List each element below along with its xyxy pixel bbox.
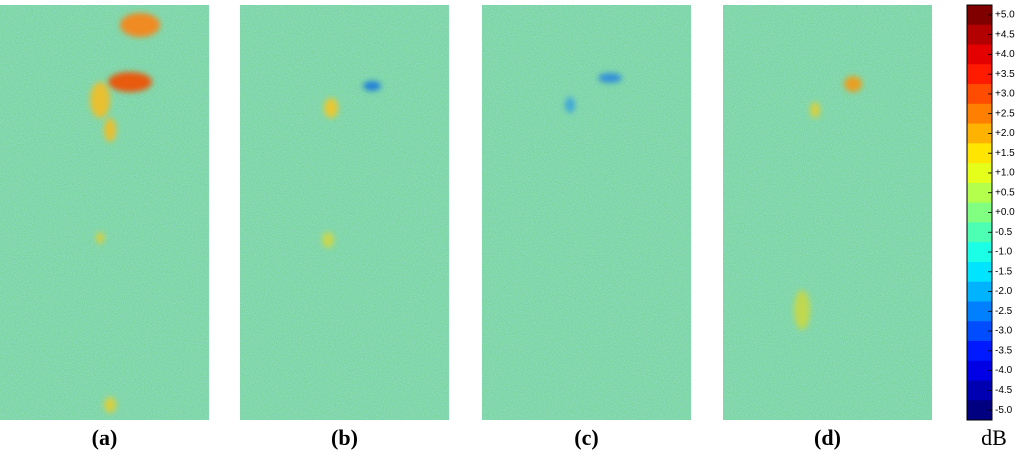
- panels: [0, 5, 932, 420]
- colorbar-segment: [967, 380, 992, 401]
- colorbar-segment: [967, 24, 992, 46]
- panel-texture: [0, 5, 209, 420]
- hotspots: [90, 13, 862, 413]
- panel-texture: [723, 5, 932, 420]
- colorbar-segment: [967, 84, 992, 105]
- colorbar-frame: [966, 4, 993, 421]
- colorbar-label: -3.0: [995, 326, 1013, 337]
- colorbar-segment: [967, 44, 992, 65]
- colorbar-segment: [967, 242, 992, 263]
- panel-label: (d): [814, 425, 841, 450]
- colorbar-label: -4.5: [995, 385, 1013, 396]
- colorbar-segment: [967, 123, 992, 144]
- colorbar-segment: [967, 301, 992, 322]
- panel-label: (b): [331, 425, 358, 450]
- colorbar-segment: [967, 182, 992, 204]
- colorbar-label: -3.5: [995, 345, 1013, 356]
- colorbar-segment: [967, 400, 992, 421]
- colorbar-label: -5.0: [995, 405, 1013, 416]
- panel-texture: [482, 5, 691, 420]
- colorbar-segment: [967, 360, 992, 381]
- colorbar-label: +0.5: [995, 187, 1015, 198]
- panel-texture: [240, 5, 449, 420]
- panel-label: (c): [574, 425, 598, 450]
- colorbar-segment: [967, 103, 992, 125]
- colorbar-segment: [967, 64, 992, 85]
- colorbar-label: +3.5: [995, 69, 1015, 80]
- colorbar-label: -2.5: [995, 306, 1013, 317]
- colorbar-unit: dB: [981, 425, 1007, 450]
- colorbar-label: +0.0: [995, 207, 1015, 218]
- colorbar-label: -1.0: [995, 247, 1013, 258]
- colorbar-segment: [967, 321, 992, 342]
- colorbar: +5.0 +4.5 +4.0 +3.5 +3.0 +2.5 +2.0 +1.5 +1.0 +0.5…: [966, 4, 1015, 421]
- colorbar-label: +5.0: [995, 10, 1015, 21]
- colorbar-label: -0.5: [995, 227, 1013, 238]
- colorbar-label: +2.0: [995, 128, 1015, 139]
- colorbar-segment: [967, 340, 992, 362]
- colorbar-label: +2.5: [995, 108, 1015, 119]
- colorbar-segment: [967, 222, 992, 243]
- colorbar-label: +4.0: [995, 49, 1015, 60]
- colorbar-label: +4.5: [995, 29, 1015, 40]
- panel-label: (a): [92, 425, 118, 450]
- colorbar-label: -1.5: [995, 266, 1013, 277]
- colorbar-segment: [967, 143, 992, 164]
- colorbar-label: -4.0: [995, 365, 1013, 376]
- colorbar-segment: [967, 281, 992, 302]
- colorbar-segment: [967, 5, 992, 26]
- colorbar-segment: [967, 202, 992, 223]
- colorbar-label: +1.0: [995, 168, 1015, 179]
- colorbar-segment: [967, 163, 992, 184]
- colorbar-segment: [967, 261, 992, 283]
- colorbar-label: +3.0: [995, 89, 1015, 100]
- colorbar-label: -2.0: [995, 286, 1013, 297]
- colorbar-label: +1.5: [995, 148, 1015, 159]
